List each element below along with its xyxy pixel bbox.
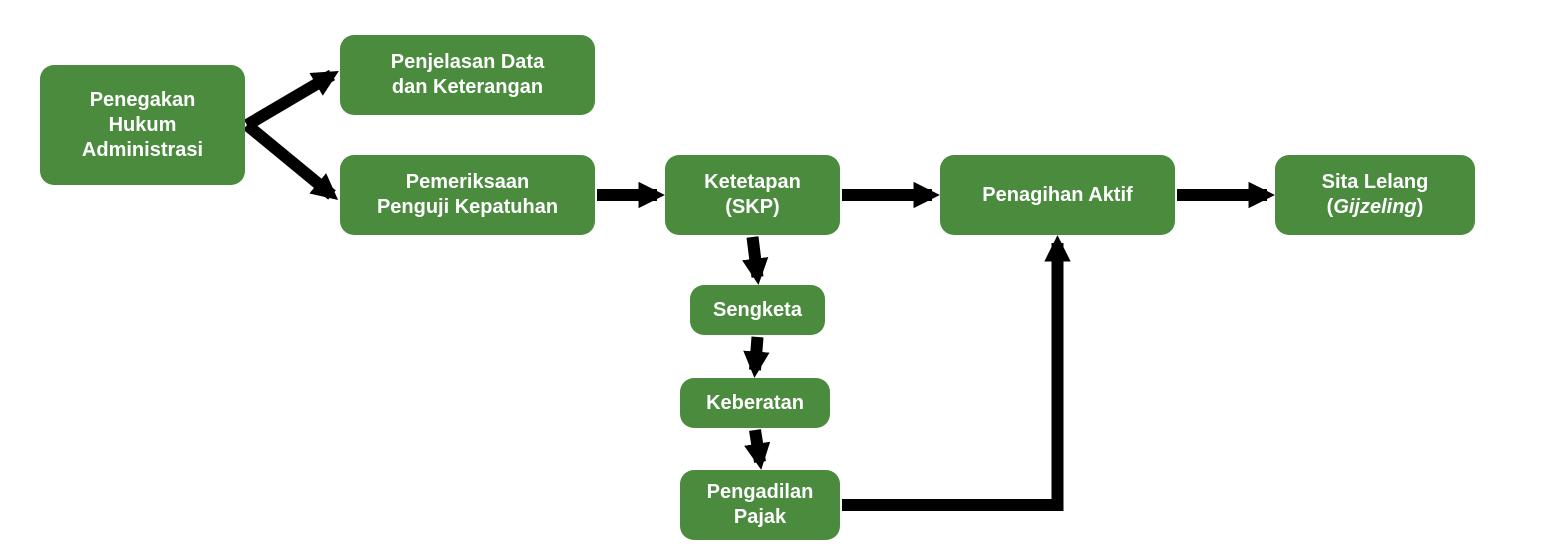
node-line: Ketetapan — [704, 170, 801, 195]
node-line: Penjelasan Data — [391, 50, 544, 75]
node-line: Penguji Kepatuhan — [377, 195, 558, 220]
node-line: Hukum — [82, 113, 203, 138]
flowchart-node: PemeriksaanPenguji Kepatuhan — [340, 155, 595, 235]
node-line: Penagihan Aktif — [982, 183, 1132, 208]
node-line: Sita Lelang — [1322, 170, 1429, 195]
flowchart-node: Ketetapan(SKP) — [665, 155, 840, 235]
flowchart-node: Penagihan Aktif — [940, 155, 1175, 235]
node-line: Pengadilan — [707, 480, 814, 505]
flowchart-node: Sengketa — [690, 285, 825, 335]
node-line: Pemeriksaan — [377, 170, 558, 195]
flowchart-node: Keberatan — [680, 378, 830, 428]
node-line: dan Keterangan — [391, 75, 544, 100]
node-line: Penegakan — [82, 88, 203, 113]
node-line: Sengketa — [713, 298, 802, 323]
flowchart-node: PengadilanPajak — [680, 470, 840, 540]
node-line: (Gijzeling) — [1322, 195, 1429, 220]
flowchart-node: Penjelasan Datadan Keterangan — [340, 35, 595, 115]
flowchart-node: PenegakanHukumAdministrasi — [40, 65, 245, 185]
flowchart-node: Sita Lelang(Gijzeling) — [1275, 155, 1475, 235]
node-line: Administrasi — [82, 138, 203, 163]
node-line: Pajak — [707, 505, 814, 530]
node-line: (SKP) — [704, 195, 801, 220]
node-line: Keberatan — [706, 391, 804, 416]
